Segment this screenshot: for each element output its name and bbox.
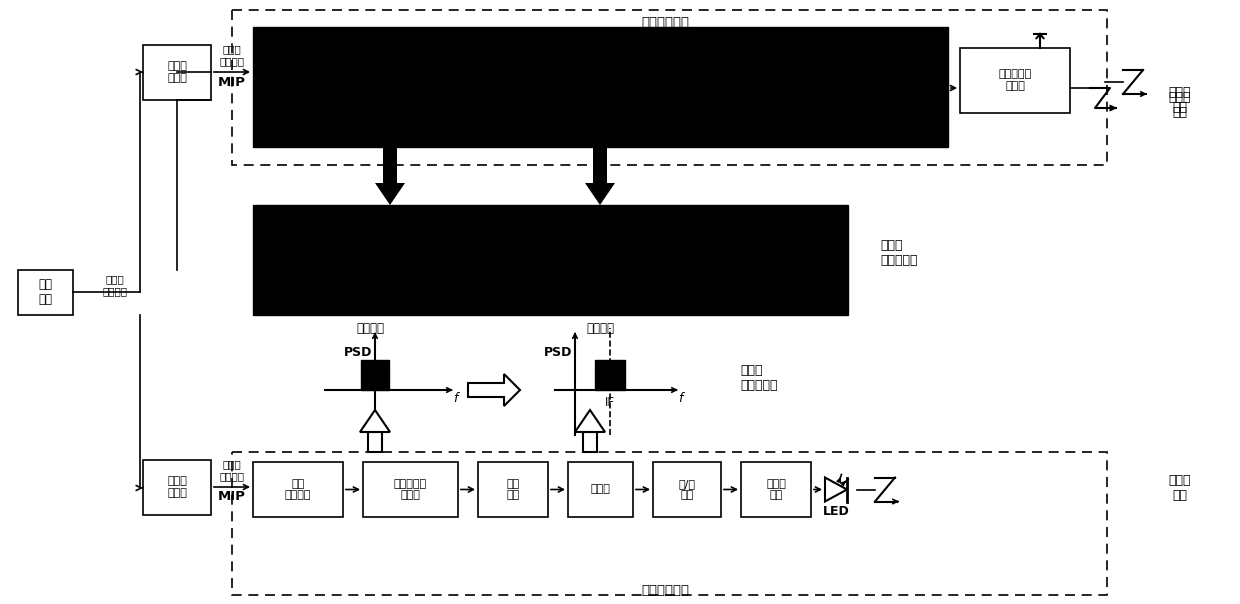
Polygon shape bbox=[575, 410, 605, 432]
Bar bbox=[583, 432, 596, 452]
Bar bbox=[383, 147, 397, 183]
Bar bbox=[477, 462, 548, 517]
Bar bbox=[363, 462, 458, 517]
Text: f: f bbox=[453, 391, 458, 405]
Text: MIP: MIP bbox=[218, 76, 246, 89]
Text: 基带信号: 基带信号 bbox=[356, 321, 384, 335]
Text: 可见光
调制: 可见光 调制 bbox=[766, 479, 786, 500]
Bar bbox=[143, 45, 211, 100]
Text: 控制
中心: 控制 中心 bbox=[38, 278, 52, 306]
Bar bbox=[232, 10, 1107, 165]
Text: 基带上变频
到中频: 基带上变频 到中频 bbox=[394, 479, 427, 500]
Bar bbox=[568, 462, 632, 517]
Polygon shape bbox=[585, 183, 615, 205]
Bar bbox=[960, 48, 1070, 113]
Text: 取实部: 取实部 bbox=[590, 484, 610, 495]
Bar bbox=[368, 432, 382, 452]
Bar bbox=[143, 460, 211, 515]
Text: 单频网
适配器: 单频网 适配器 bbox=[167, 61, 187, 83]
Bar bbox=[253, 462, 343, 517]
Text: IF: IF bbox=[605, 396, 615, 408]
Text: f: f bbox=[678, 391, 682, 405]
Text: 可见光
信道: 可见光 信道 bbox=[1169, 474, 1192, 502]
Text: 中频信号: 中频信号 bbox=[587, 321, 614, 335]
Bar bbox=[595, 360, 625, 390]
Text: LED: LED bbox=[822, 505, 849, 518]
Text: PSD: PSD bbox=[543, 345, 572, 359]
Bar bbox=[232, 452, 1107, 595]
Text: 数据流
控制信息: 数据流 控制信息 bbox=[219, 44, 244, 66]
Bar bbox=[653, 462, 720, 517]
Text: 无线电
波形示意图: 无线电 波形示意图 bbox=[880, 239, 918, 267]
Polygon shape bbox=[374, 183, 405, 205]
Text: 可见光
波形示意图: 可见光 波形示意图 bbox=[740, 364, 777, 392]
Bar bbox=[742, 462, 811, 517]
Text: 数/模
转换: 数/模 转换 bbox=[678, 479, 696, 500]
Text: 基带
信号处理: 基带 信号处理 bbox=[285, 479, 311, 500]
Text: 数字
滤波: 数字 滤波 bbox=[506, 479, 520, 500]
Text: 中频上变频
到射频: 中频上变频 到射频 bbox=[998, 69, 1032, 91]
Bar bbox=[361, 360, 389, 390]
Polygon shape bbox=[467, 374, 520, 406]
Text: 数据流
控制信息: 数据流 控制信息 bbox=[219, 459, 244, 481]
Bar bbox=[19, 270, 73, 315]
Polygon shape bbox=[360, 410, 391, 432]
Text: PSD: PSD bbox=[343, 345, 372, 359]
Text: 数据流
控制信息: 数据流 控制信息 bbox=[103, 274, 128, 296]
Text: 无线电
信道: 无线电 信道 bbox=[1169, 91, 1192, 119]
Text: 可见光发射机: 可见光发射机 bbox=[641, 583, 689, 597]
Text: 单频网
适配器: 单频网 适配器 bbox=[167, 476, 187, 498]
Bar bbox=[253, 205, 848, 315]
Bar bbox=[593, 147, 608, 183]
Text: 无线电发射机: 无线电发射机 bbox=[641, 16, 689, 28]
Text: MIP: MIP bbox=[218, 490, 246, 504]
Text: 无线电
信道: 无线电 信道 bbox=[1169, 86, 1192, 114]
Bar bbox=[253, 27, 949, 147]
